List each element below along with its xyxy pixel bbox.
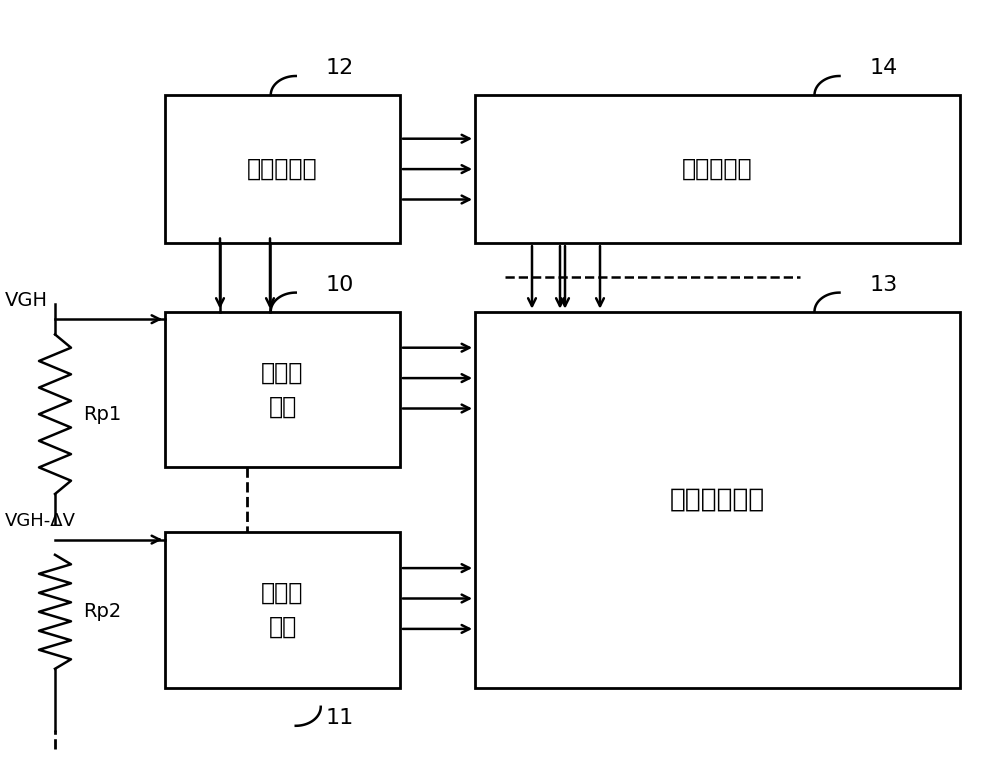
Bar — [165, 532, 400, 688]
Text: 液晶显示面板: 液晶显示面板 — [670, 486, 765, 513]
Text: 14: 14 — [870, 59, 898, 78]
Bar — [475, 312, 960, 688]
Text: VGH-ΔV: VGH-ΔV — [5, 511, 76, 530]
Bar — [165, 95, 400, 243]
Text: 11: 11 — [326, 708, 354, 728]
Text: 10: 10 — [326, 275, 354, 295]
Text: Rp2: Rp2 — [83, 602, 121, 622]
Text: VGH: VGH — [5, 290, 48, 310]
Text: 时序控制器: 时序控制器 — [247, 157, 318, 181]
Text: 栅极驱
动器: 栅极驱 动器 — [261, 361, 304, 418]
Bar — [165, 312, 400, 467]
Bar — [475, 95, 960, 243]
Text: 源极驱动器: 源极驱动器 — [682, 157, 753, 181]
Text: 12: 12 — [326, 59, 354, 78]
Text: 13: 13 — [870, 275, 898, 295]
Text: 栅极驱
动器: 栅极驱 动器 — [261, 581, 304, 638]
Text: Rp1: Rp1 — [83, 405, 121, 424]
